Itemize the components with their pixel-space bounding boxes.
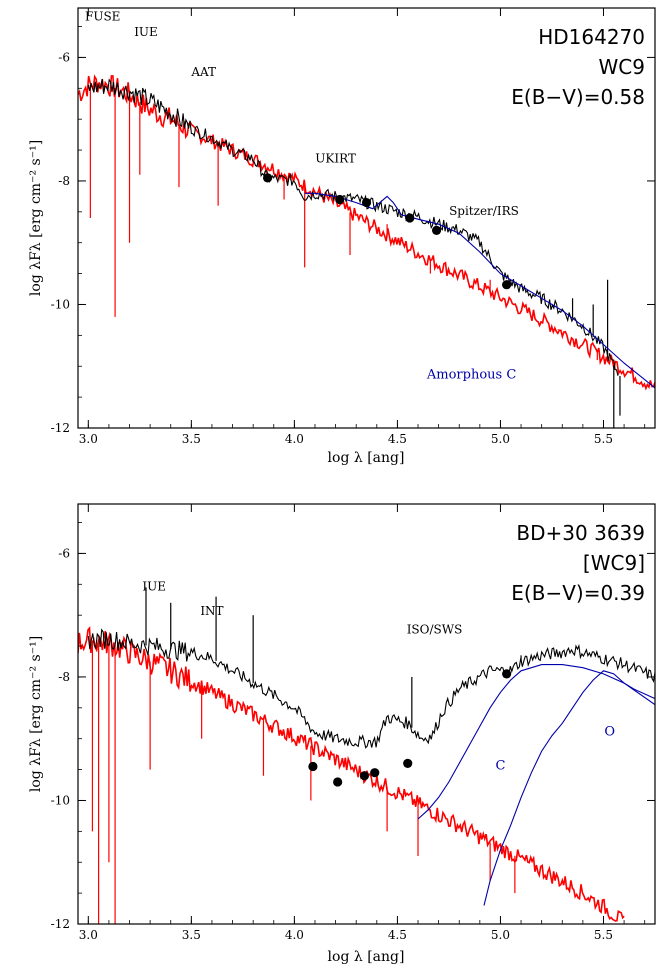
bottom-photometry-point [403,758,413,769]
top-axis-ticks [78,8,655,429]
bottom-star-name: BD+30 3639 [516,521,645,545]
bottom-x-tick-label: 5.0 [491,928,510,942]
top-series-observed [87,78,619,376]
bottom-y-tick-label: -8 [58,670,70,684]
bottom-series-dust-O [483,670,655,906]
bottom-panel: IUE INT ISO/SWS C O 3.0 3.5 4.0 4.5 5.0 5.5 -12 -10… [28,503,656,965]
top-plot-frame [77,7,656,429]
bottom-photometry-point [333,777,343,787]
top-x-tick-label: 5.0 [491,432,510,446]
bottom-annotation: ISO/SWS [407,623,463,637]
top-photometry-point [361,197,372,208]
bottom-x-tick-label: 3.5 [182,928,201,942]
top-dust-annotation: Amorphous C [426,368,516,383]
bottom-dust-annotation: C [495,759,505,774]
top-spectral-type: WC9 [599,55,645,79]
top-plot-area: FUSE IUE AAT UKIRT Spitzer/IRS Amorphous C [78,9,655,428]
bottom-series-dust-C [417,664,655,820]
top-y-tick-label: -6 [58,50,70,64]
bottom-series-observed [87,628,655,749]
bottom-x-tick-label: 5.5 [594,928,613,942]
top-x-tick-label: 3.5 [182,432,201,446]
top-tick-labels: 3.0 3.5 4.0 4.5 5.0 5.5 -12 -10 -8 -6 [51,50,613,446]
top-x-tick-label: 3.0 [79,432,98,446]
bottom-y-tick-label: -12 [51,917,70,931]
bottom-x-tick-label: 3.0 [79,928,98,942]
top-y-tick-label: -10 [51,297,70,311]
top-y-tick-label: -8 [58,174,70,188]
bottom-plot-frame [77,503,656,925]
bottom-y-axis-label: log λFλ [erg cm⁻² s⁻¹] [28,636,44,792]
bottom-axis-ticks [78,504,655,925]
bottom-x-axis-label: log λ [ang] [328,949,405,965]
bottom-x-tick-label: 4.5 [388,928,407,942]
bottom-annotation: IUE [142,579,166,593]
bottom-plot-area: IUE INT ISO/SWS C O [78,579,655,924]
top-reddening: E(B−V)=0.58 [511,85,645,109]
top-x-axis-label: log λ [ang] [328,450,405,466]
top-x-tick-label: 5.5 [594,432,613,446]
bottom-reddening: E(B−V)=0.39 [511,581,645,605]
top-photometry-point [502,280,512,290]
bottom-photometry-point [370,768,380,778]
top-y-tick-label: -12 [51,421,70,435]
bottom-annotation: INT [200,604,223,618]
bottom-y-tick-label: -6 [58,546,70,560]
top-annotation: UKIRT [315,151,356,165]
top-photometry-point [335,194,345,205]
top-annotation: AAT [190,65,216,79]
top-panel: FUSE IUE AAT UKIRT Spitzer/IRS Amorphous C 3.… [28,7,656,466]
top-photometry-point [431,225,442,235]
top-annotation: Spitzer/IRS [449,204,519,218]
top-x-tick-label: 4.5 [388,432,407,446]
bottom-tick-labels: 3.0 3.5 4.0 4.5 5.0 5.5 -12 -10 -8 -6 [51,546,613,942]
top-photometry-point [262,173,273,183]
top-series-model [78,74,655,391]
bottom-photometry-point [308,761,318,772]
bottom-photometry-point [359,771,370,781]
top-series-amorphous-C [304,192,655,389]
top-y-axis-label: log λFλ [erg cm⁻² s⁻¹] [28,140,44,296]
bottom-series-model [78,626,625,922]
top-star-name: HD164270 [538,25,645,49]
top-annotation: IUE [134,25,158,39]
top-annotation: FUSE [85,9,120,23]
bottom-y-tick-label: -10 [51,793,70,807]
bottom-spectral-type: [WC9] [583,551,645,575]
bottom-photometry-point [502,669,512,679]
top-photometry-point [405,213,415,223]
bottom-x-tick-label: 4.0 [285,928,304,942]
top-x-tick-label: 4.0 [285,432,304,446]
bottom-dust-annotation: O [604,725,615,740]
